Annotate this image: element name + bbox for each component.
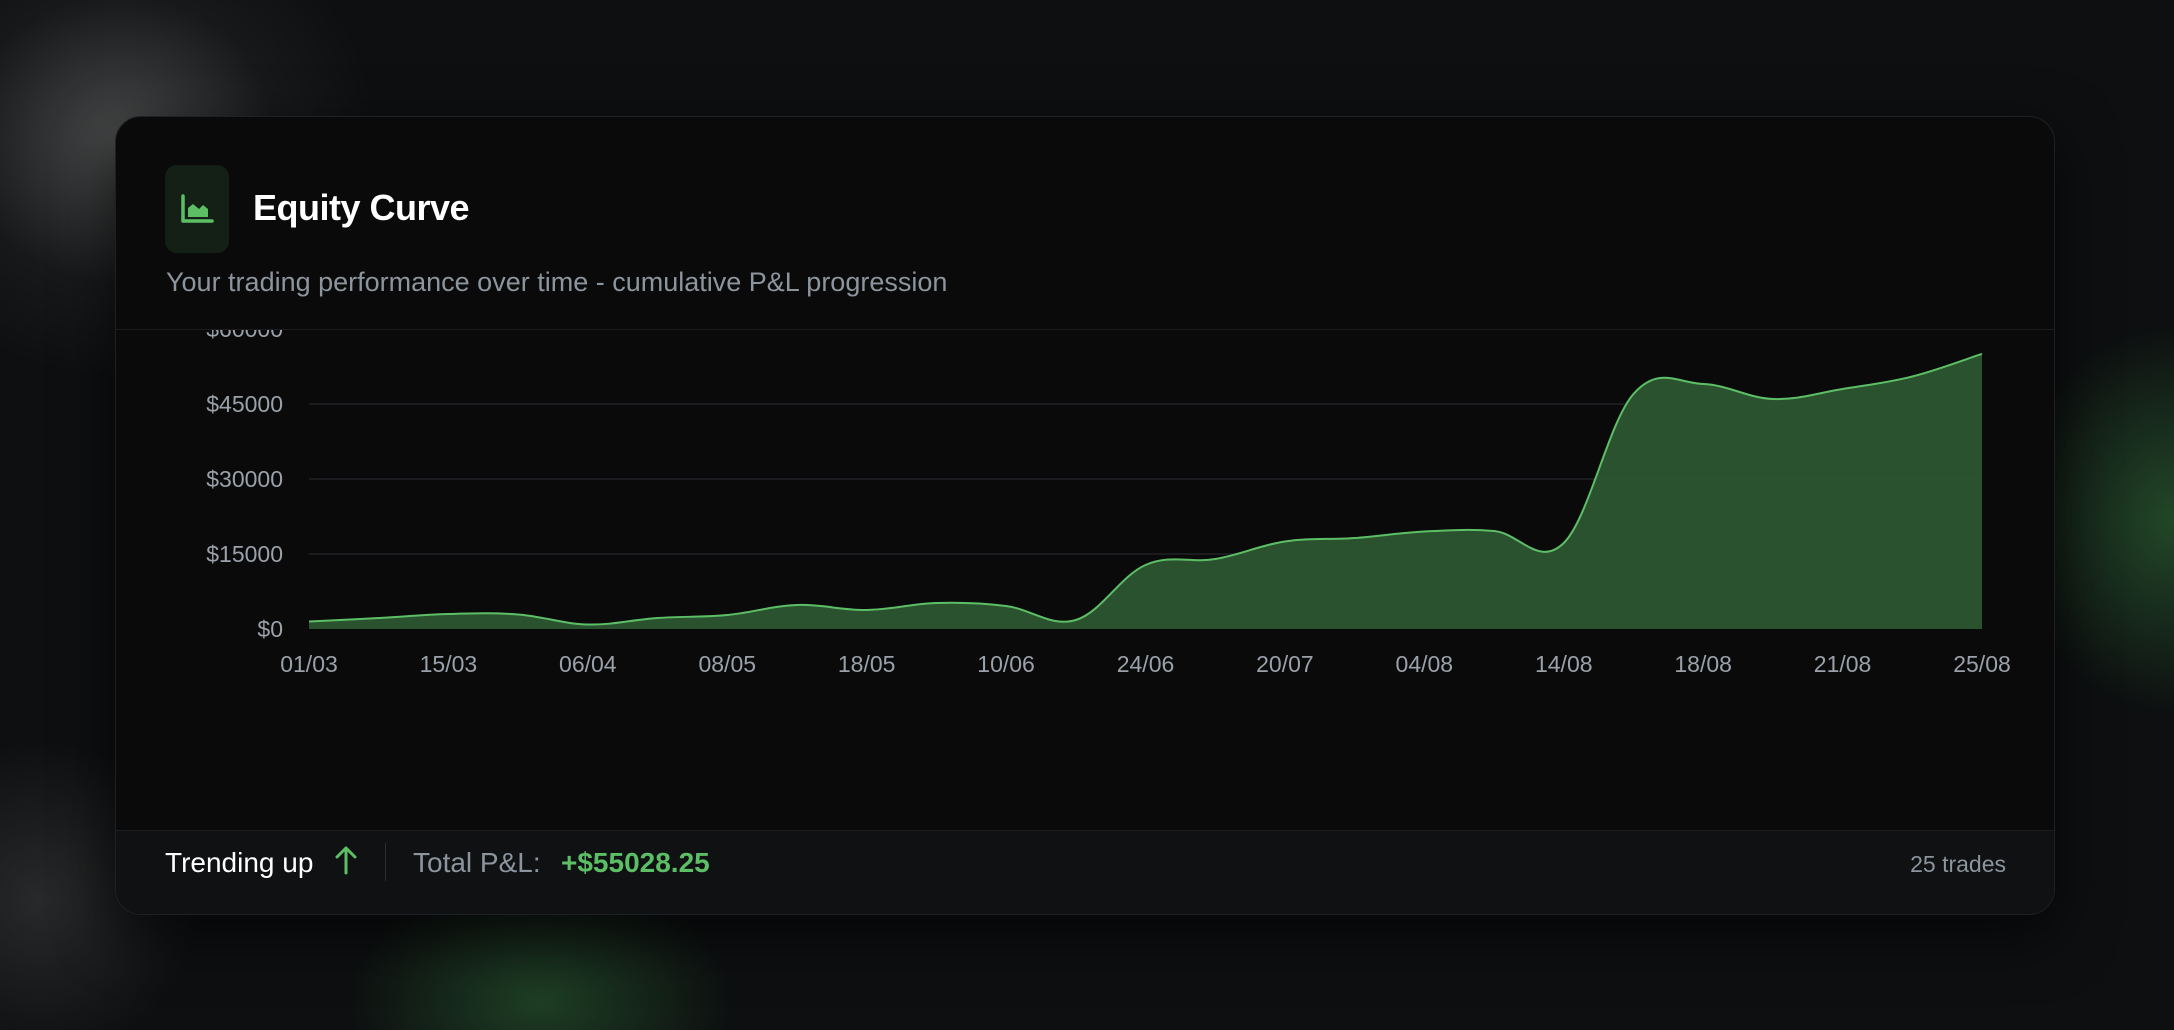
y-tick-label: $60000 <box>206 330 283 342</box>
x-tick-label: 10/06 <box>977 651 1035 677</box>
x-tick-label: 14/08 <box>1535 651 1593 677</box>
arrow-up-icon <box>334 843 358 882</box>
x-tick-label: 01/03 <box>280 651 338 677</box>
y-tick-label: $0 <box>257 616 283 642</box>
trade-count: 25 trades <box>1910 851 2006 877</box>
card-title: Equity Curve <box>253 187 470 228</box>
x-tick-label: 15/03 <box>420 651 478 677</box>
x-tick-label: 21/08 <box>1814 651 1872 677</box>
card-header: Equity Curve Your trading performance ov… <box>116 117 2054 330</box>
total-pnl-label: Total P&L: <box>413 847 541 878</box>
x-tick-label: 25/08 <box>1953 651 2011 677</box>
trend-label: Trending up <box>165 847 314 878</box>
area-chart-icon <box>165 165 229 253</box>
equity-line <box>308 352 1983 626</box>
card-subtitle: Your trading performance over time - cum… <box>166 267 948 297</box>
total-pnl-value: +$55028.25 <box>561 847 710 878</box>
card-footer: Trending up Total P&L: +$55028.25 25 tra… <box>116 830 2054 914</box>
x-tick-label: 24/06 <box>1117 651 1175 677</box>
x-tick-label: 06/04 <box>559 651 617 677</box>
y-tick-label: $30000 <box>206 466 283 492</box>
x-tick-label: 18/08 <box>1674 651 1732 677</box>
y-tick-label: $45000 <box>206 391 283 417</box>
equity-area <box>309 353 1982 629</box>
y-tick-label: $15000 <box>206 541 283 567</box>
x-tick-label: 18/05 <box>838 651 896 677</box>
equity-chart: $0 $15000 $30000 $45000 $60000 01/03 15/03 06/0… <box>206 330 2011 677</box>
footer-divider <box>385 843 386 881</box>
x-tick-label: 20/07 <box>1256 651 1314 677</box>
equity-curve-card: Equity Curve Your trading performance ov… <box>115 116 2055 915</box>
x-tick-label: 08/05 <box>698 651 756 677</box>
x-tick-label: 04/08 <box>1396 651 1454 677</box>
